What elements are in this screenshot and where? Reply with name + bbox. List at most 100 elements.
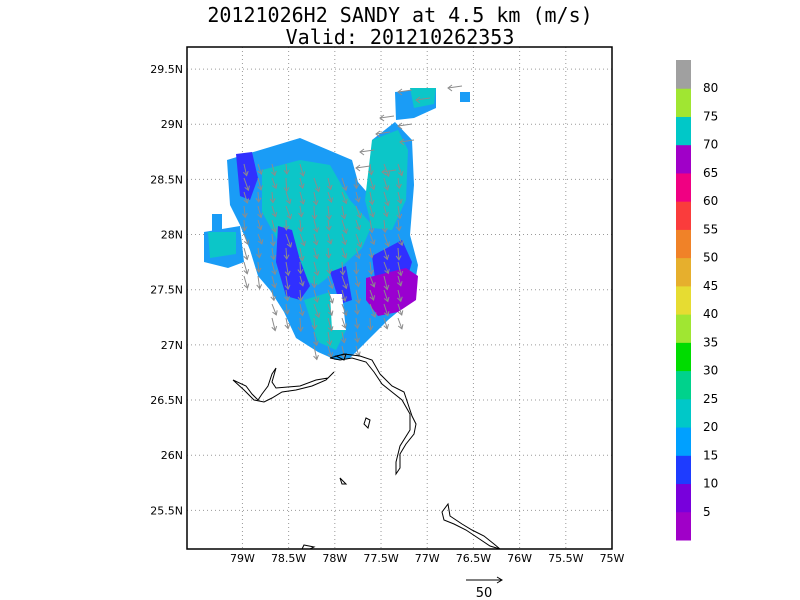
wind-vector-shaft (369, 317, 372, 330)
coastline-segment (339, 477, 348, 485)
wind-vector-head (396, 183, 402, 190)
colorbar-label: 40 (703, 307, 718, 321)
wind-vector-shaft (383, 247, 388, 260)
wind-vector (327, 233, 333, 245)
wind-vector-head (298, 255, 305, 262)
wind-vector-shaft (257, 191, 260, 202)
wind-vector-head (397, 198, 403, 205)
wind-vector-shaft (257, 219, 262, 230)
wind-vector (383, 247, 390, 261)
wind-vector (375, 130, 391, 138)
lat-tick-label: 26.5N (150, 394, 183, 407)
longitude-tick-labels: 79W 78.5W 78W 77.5W 77W 76.5W 76W 75.5W 75W (230, 552, 625, 565)
wind-vector (325, 219, 332, 232)
wind-vector (397, 88, 413, 96)
wind-vector-head (398, 240, 404, 247)
wind-vector-shaft (313, 205, 316, 220)
wind-vector-shaft (341, 261, 344, 275)
wind-vector-shaft (369, 219, 373, 233)
wind-vector-head (299, 199, 306, 205)
wind-vector (270, 233, 276, 247)
wind-vector-head (314, 312, 321, 319)
wind-vector-shaft (397, 89, 413, 93)
wind-vector-shaft (327, 177, 332, 190)
wind-vector-head (257, 169, 263, 175)
wind-vector-head (342, 283, 348, 290)
wind-vector (243, 191, 250, 204)
wind-vector (341, 233, 348, 246)
wind-vector-shaft (341, 275, 347, 289)
wind-vector-head (370, 312, 377, 318)
wind-vector (243, 261, 250, 275)
wind-vector (341, 275, 348, 290)
wind-vector-shaft (369, 275, 375, 288)
coastline-segment (334, 353, 347, 361)
wind-vector (353, 261, 360, 275)
wind-vector (327, 289, 335, 304)
wind-vector (397, 317, 404, 330)
wind-vector (255, 261, 262, 274)
wind-vector-shaft (299, 233, 305, 246)
wind-vector (271, 219, 278, 233)
wind-vector-head (415, 96, 421, 104)
wind-vector-shaft (313, 177, 320, 192)
wind-vector-head (354, 309, 360, 316)
wind-vector-head (327, 197, 334, 204)
wind-vector-shaft (369, 177, 375, 190)
wind-vector-shaft (285, 289, 289, 301)
wind-vector-head (257, 212, 263, 219)
wind-vector (271, 261, 278, 276)
wind-vector-shaft (257, 275, 261, 289)
wind-vector-head (397, 270, 404, 277)
wind-vector (283, 247, 290, 260)
colorbar-label: 10 (703, 477, 718, 491)
wind-vector (298, 303, 305, 317)
wind-vector (359, 148, 375, 156)
wind-vector-shaft (313, 219, 318, 233)
wind-vector (368, 163, 374, 176)
colorbar-label: 60 (703, 194, 718, 208)
wind-vector-head (379, 114, 385, 122)
wind-vector-shaft (271, 219, 276, 233)
wind-speed-field (204, 88, 470, 360)
wind-vector-shaft (447, 85, 463, 89)
colorbar-label: 70 (703, 138, 718, 152)
colorbar-swatch (676, 314, 691, 343)
wind-vector-head (383, 324, 389, 330)
wind-vector-head (244, 185, 250, 192)
wind-vector-shaft (355, 275, 359, 287)
wind-vector-shaft (271, 317, 276, 331)
wind-vector (313, 247, 319, 260)
wind-vector-shaft (313, 233, 318, 245)
wind-vector-head (370, 282, 376, 288)
colorbar-label: 80 (703, 81, 718, 95)
wind-vector-shaft (327, 289, 334, 304)
wind-vector-head (297, 269, 304, 275)
wind-vector-shaft (383, 275, 388, 290)
wind-vector-shaft (369, 163, 372, 175)
wind-vector (283, 219, 290, 231)
wind-vector-head (395, 226, 402, 232)
wind-vector (271, 275, 277, 289)
wind-vector-head (242, 170, 249, 177)
colorbar-swatch (676, 88, 691, 117)
wind-vector (396, 205, 403, 220)
wind-vector-head (243, 269, 250, 275)
wind-vector (283, 177, 290, 193)
wind-vector (383, 191, 390, 207)
wind-vector-head (397, 296, 403, 303)
wind-vector-head (299, 281, 305, 287)
lat-tick-label: 29N (161, 118, 183, 131)
wind-vector-head (397, 324, 404, 330)
wind-vector-head (313, 340, 319, 347)
colorbar-label: 65 (703, 166, 718, 180)
wind-vector-shaft (271, 303, 277, 316)
wind-vector-shaft (383, 177, 389, 190)
lon-tick-label: 77.5W (363, 552, 398, 565)
wind-vector-head (283, 169, 290, 175)
wind-vector (313, 289, 320, 303)
wind-vector-shaft (341, 177, 347, 191)
colorbar-swatch (676, 398, 691, 428)
wind-vector-head (284, 309, 290, 315)
wind-vector (326, 205, 332, 221)
